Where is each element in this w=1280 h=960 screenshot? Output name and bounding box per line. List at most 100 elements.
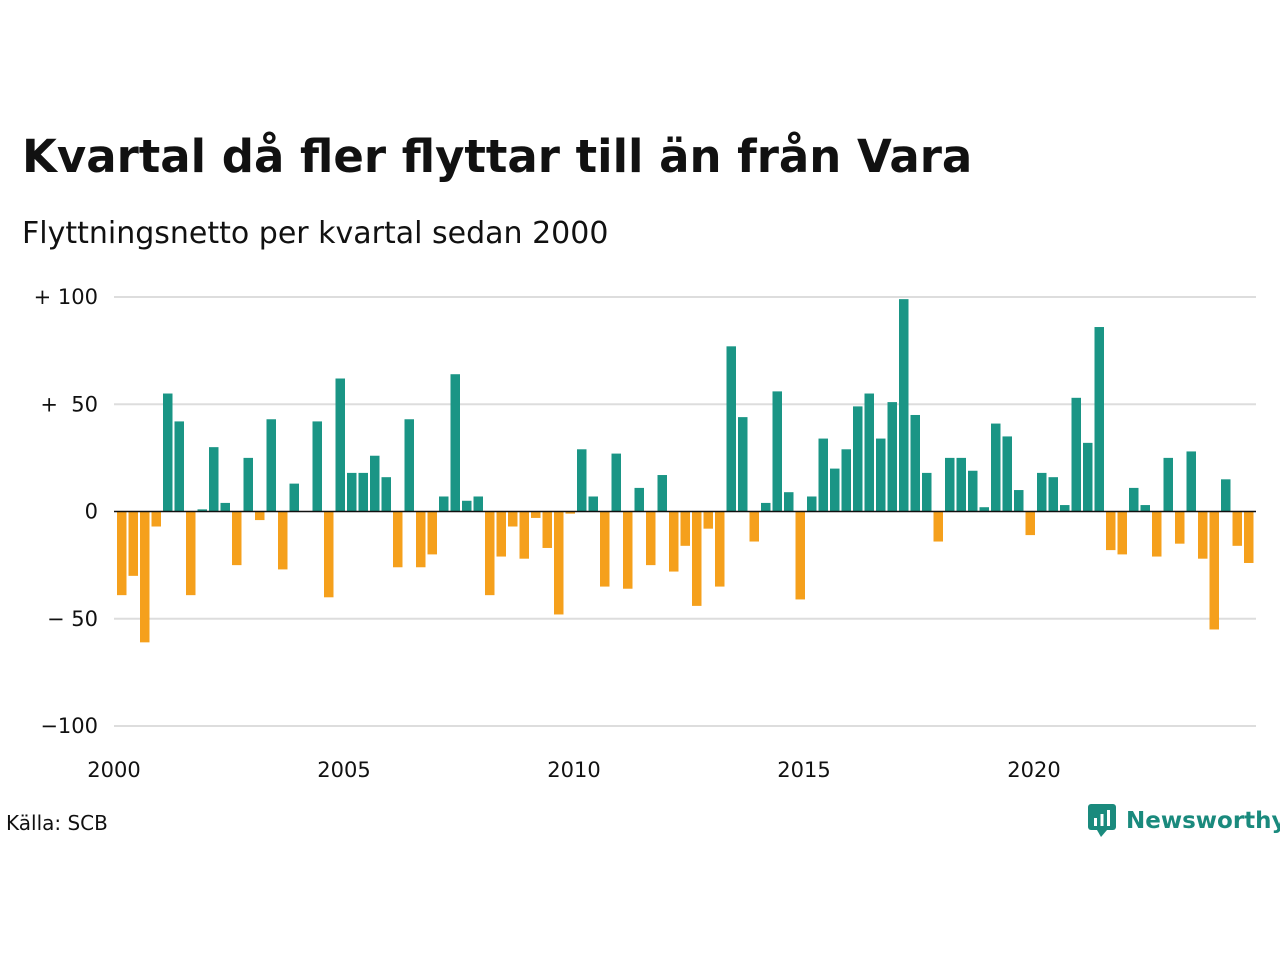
bar-positive xyxy=(266,419,276,512)
bar-positive xyxy=(956,457,966,512)
bar-positive xyxy=(738,417,748,512)
bar-positive xyxy=(1221,479,1231,512)
bar-negative xyxy=(554,511,564,615)
bar-positive xyxy=(358,472,368,512)
bar-positive xyxy=(1094,327,1104,512)
bar-negative xyxy=(117,511,127,596)
bar-positive xyxy=(220,502,230,512)
source-note: Källa: SCB xyxy=(6,811,108,835)
bar-negative xyxy=(565,511,575,514)
bar-positive xyxy=(462,500,472,512)
bar-negative xyxy=(1198,511,1208,559)
bar-negative xyxy=(542,511,552,548)
bars xyxy=(117,299,1254,643)
bar-negative xyxy=(278,511,288,570)
bar-negative xyxy=(519,511,529,559)
bar-negative xyxy=(427,511,437,555)
bar-positive xyxy=(1186,451,1196,512)
x-axis-ticks: 2000 2005 2010 2015 2020 xyxy=(87,758,1060,782)
bar-positive xyxy=(1071,397,1081,512)
bar-positive xyxy=(899,299,909,512)
bar-positive xyxy=(335,378,345,512)
x-tick-label: 2020 xyxy=(1007,758,1060,782)
bar-negative xyxy=(232,511,242,566)
bar-positive xyxy=(404,419,414,512)
chart-title: Kvartal då fler flyttar till än från Var… xyxy=(22,130,973,183)
bar-positive xyxy=(910,414,920,512)
y-tick-label: −100 xyxy=(40,714,98,738)
bar-negative xyxy=(1152,511,1162,557)
bar-positive xyxy=(577,449,587,512)
bar-negative xyxy=(485,511,495,596)
bar-positive xyxy=(289,483,299,512)
bar-positive xyxy=(945,457,955,512)
brand-logo[interactable]: Newsworthy xyxy=(1088,804,1280,838)
bar-negative xyxy=(1025,511,1035,536)
bar-negative xyxy=(1244,511,1254,563)
bar-negative xyxy=(715,511,725,587)
bar-positive xyxy=(818,438,828,512)
newsworthy-logo-icon xyxy=(1088,804,1116,837)
y-tick-label: − 50 xyxy=(47,607,98,631)
y-tick-label: + 100 xyxy=(34,285,98,309)
bar-negative xyxy=(186,511,196,596)
bar-positive xyxy=(772,391,782,512)
bar-negative xyxy=(416,511,426,568)
x-tick-label: 2005 xyxy=(317,758,370,782)
bar-positive xyxy=(979,507,989,512)
bar-positive xyxy=(726,346,736,512)
bar-negative xyxy=(933,511,943,542)
bar-positive xyxy=(634,487,644,512)
bar-positive xyxy=(439,496,449,512)
bar-positive xyxy=(1083,442,1093,512)
bar-positive xyxy=(1060,505,1070,512)
bar-negative xyxy=(795,511,805,600)
bar-positive xyxy=(807,496,817,512)
bar-positive xyxy=(370,455,380,512)
gridlines xyxy=(114,296,1256,727)
bar-negative xyxy=(600,511,610,587)
bar-negative xyxy=(669,511,679,572)
x-tick-label: 2000 xyxy=(87,758,140,782)
bar-positive xyxy=(841,449,851,512)
bar-positive xyxy=(588,496,598,512)
bar-negative xyxy=(1175,511,1185,544)
bar-negative xyxy=(151,511,161,527)
bar-positive xyxy=(853,406,863,512)
bar-positive xyxy=(864,393,874,512)
bar-positive xyxy=(1037,472,1047,512)
bar-negative xyxy=(128,511,138,576)
bar-positive xyxy=(1014,490,1024,512)
bar-positive xyxy=(197,509,207,512)
bar-negative xyxy=(531,511,541,518)
bar-positive xyxy=(761,502,771,512)
chart-subtitle: Flyttningsnetto per kvartal sedan 2000 xyxy=(22,216,609,251)
bar-positive xyxy=(1002,436,1012,512)
brand-name: Newsworthy xyxy=(1126,808,1280,834)
bar-negative xyxy=(255,511,265,521)
bar-positive xyxy=(1129,487,1139,512)
bar-negative xyxy=(703,511,713,529)
bar-positive xyxy=(991,423,1001,512)
bar-positive xyxy=(887,402,897,512)
bar-positive xyxy=(1163,457,1173,512)
bar-negative xyxy=(646,511,656,566)
bar-negative xyxy=(508,511,518,527)
bar-positive xyxy=(1140,505,1150,512)
bar-negative xyxy=(496,511,506,557)
bar-negative xyxy=(1209,511,1219,630)
bar-negative xyxy=(1117,511,1127,555)
y-tick-label: + 50 xyxy=(40,392,98,416)
bar-negative xyxy=(324,511,334,598)
bar-negative xyxy=(623,511,633,589)
x-tick-label: 2010 xyxy=(547,758,600,782)
bar-positive xyxy=(209,447,219,512)
bar-positive xyxy=(611,453,621,512)
x-tick-label: 2015 xyxy=(777,758,830,782)
bar-positive xyxy=(312,421,322,512)
bar-negative xyxy=(692,511,702,606)
bar-positive xyxy=(243,457,253,512)
bar-chart: + 100 + 50 0 − 50 −100 2000 2005 2010 2015 2020 xyxy=(34,285,1256,782)
bar-positive xyxy=(784,492,794,512)
bar-positive xyxy=(876,438,886,512)
